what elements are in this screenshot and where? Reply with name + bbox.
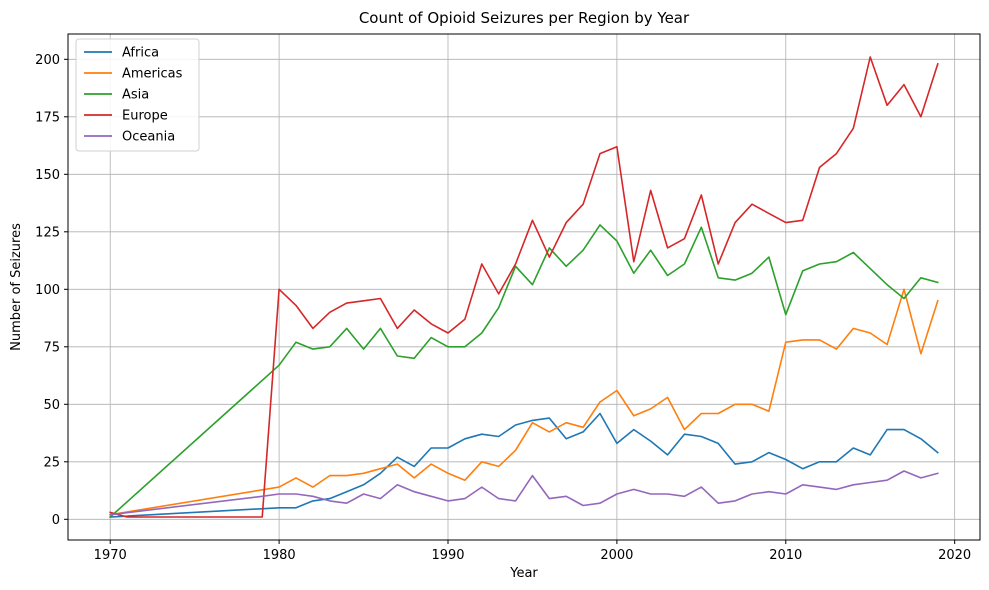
x-tick-label: 1990: [431, 548, 464, 563]
y-tick-label: 125: [35, 225, 60, 240]
x-tick-label: 2010: [769, 548, 802, 563]
y-tick-label: 150: [35, 168, 60, 183]
x-tick-label: 2000: [600, 548, 633, 563]
x-tick-label: 1970: [94, 548, 127, 563]
legend-entry: Europe: [122, 109, 168, 124]
y-tick-label: 75: [43, 340, 60, 355]
series-line-americas: [109, 288, 939, 516]
x-tick-label: 2020: [938, 548, 971, 563]
y-tick-label: 200: [35, 53, 60, 68]
y-tick-label: 0: [52, 513, 60, 528]
y-tick-label: 175: [35, 110, 60, 125]
x-axis-label: Year: [509, 566, 538, 581]
series-line-asia: [109, 224, 939, 519]
y-tick-label: 100: [35, 283, 60, 298]
series-line-oceania: [109, 470, 939, 516]
y-axis-ticks: 0 25 50 75 100 125 150 175 200: [35, 53, 68, 528]
legend-entry: Asia: [122, 88, 149, 103]
x-tick-label: 1980: [263, 548, 296, 563]
legend-entry: Americas: [122, 67, 183, 82]
y-tick-label: 50: [43, 398, 60, 413]
series-line-africa: [109, 412, 939, 518]
y-tick-label: 25: [43, 455, 60, 470]
series-line-europe: [109, 56, 939, 518]
legend-box: [75, 38, 200, 152]
series-lines: [109, 56, 939, 519]
grid: [68, 34, 980, 540]
legend-entry: Africa: [122, 46, 159, 61]
x-axis-ticks: 1970 1980 1990 2000 2010 2020: [94, 540, 971, 563]
y-axis-label: Number of Seizures: [9, 223, 24, 351]
plot-frame: [67, 33, 981, 541]
legend-entry: Oceania: [122, 130, 175, 145]
legend: Africa Americas Asia Europe Oceania: [75, 38, 200, 152]
chart-title: Count of Opioid Seizures per Region by Y…: [359, 9, 690, 27]
